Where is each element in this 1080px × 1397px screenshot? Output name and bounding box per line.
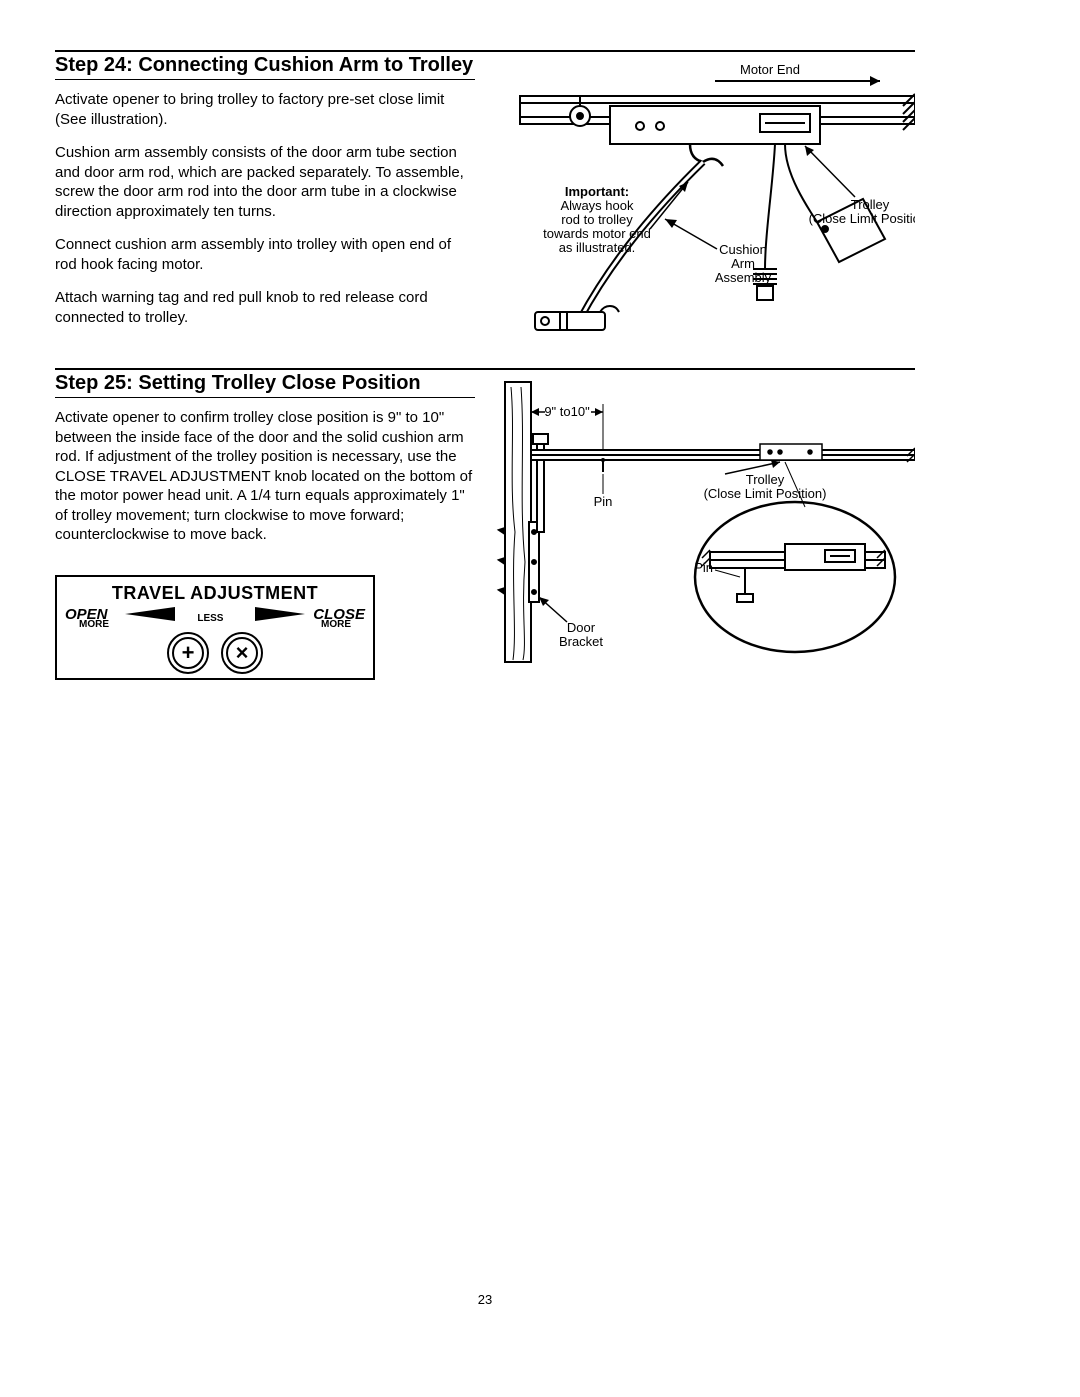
important-3: rod to trolley [561, 212, 633, 227]
step-24-heading: Step 24: Connecting Cushion Arm to Troll… [55, 54, 475, 80]
important-2: Always hook [561, 198, 634, 213]
travel-title: TRAVEL ADJUSTMENT [65, 583, 365, 604]
close-arrow-icon [255, 607, 305, 621]
step-25-section: Step 25: Setting Trolley Close Position … [55, 372, 915, 692]
travel-adjustment-box: TRAVEL ADJUSTMENT OPEN LESS CLOSE MORE M… [55, 575, 375, 680]
step-25-figure: 9" to10" Pin Trolley (Close Limit Positi… [485, 372, 915, 692]
important-4: towards motor end [543, 226, 651, 241]
pin-detail-label: Pin [694, 560, 713, 575]
travel-more-right: MORE [321, 619, 351, 630]
step-24-p1: Activate opener to bring trolley to fact… [55, 90, 475, 129]
step-25-text: Step 25: Setting Trolley Close Position … [55, 372, 475, 692]
cushion-2: Arm [731, 256, 755, 271]
trolley25-1: Trolley [746, 472, 785, 487]
cushion-1: Cushion [719, 242, 767, 257]
trolley25-2: (Close Limit Position) [704, 486, 827, 501]
door-bracket-1: Door [567, 620, 596, 635]
open-arrow-icon [125, 607, 175, 621]
trolley-label-2: (Close Limit Position) [809, 211, 915, 226]
pin-label: Pin [594, 494, 613, 509]
close-knob-icon: × [221, 632, 263, 674]
trolley-label-1: Trolley [851, 197, 890, 212]
door-bracket-2: Bracket [559, 634, 603, 649]
important-5: as illustrated. [559, 240, 636, 255]
cushion-3: Assembly [715, 270, 772, 285]
step-24-p4: Attach warning tag and red pull knob to … [55, 288, 475, 327]
step-24-p2: Cushion arm assembly consists of the doo… [55, 143, 475, 221]
important-1: Important: [565, 184, 629, 199]
step-24-p3: Connect cushion arm assembly into trolle… [55, 235, 475, 274]
step-24-figure: Motor End [485, 54, 915, 354]
open-knob-icon: + [167, 632, 209, 674]
top-rule [55, 50, 915, 52]
dim-9-10: 9" to10" [544, 404, 590, 419]
step-25-heading: Step 25: Setting Trolley Close Position [55, 372, 475, 398]
motor-end-label: Motor End [740, 62, 800, 77]
step-24-text: Step 24: Connecting Cushion Arm to Troll… [55, 54, 475, 354]
travel-more-left: MORE [79, 619, 109, 630]
page-number: 23 [55, 1292, 915, 1307]
step-24-section: Step 24: Connecting Cushion Arm to Troll… [55, 54, 915, 354]
step-25-p1: Activate opener to confirm trolley close… [55, 408, 475, 545]
mid-rule [55, 368, 915, 370]
